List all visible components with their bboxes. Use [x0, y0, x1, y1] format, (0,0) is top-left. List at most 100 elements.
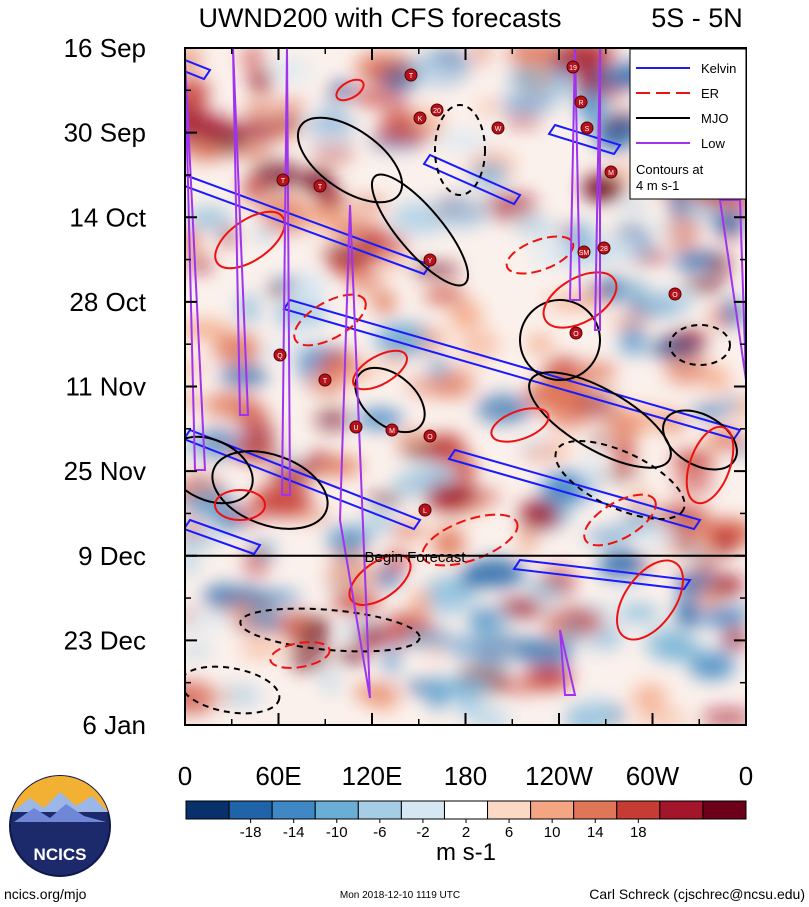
low-frequency-contour: [559, 629, 577, 696]
legend-label-low: Low: [701, 136, 725, 151]
storm-label: U: [353, 425, 358, 432]
y-tick-label: 16 Sep: [64, 33, 146, 63]
anomaly-patch: [267, 284, 288, 297]
low-frequency-contour: [338, 204, 371, 699]
anomaly-patch: [243, 546, 270, 579]
anomaly-patch: [186, 142, 224, 162]
colorbar-tick-label: -18: [240, 824, 262, 841]
kelvin-contour: [447, 448, 702, 531]
anomaly-patch: [519, 523, 536, 556]
anomaly-patch: [427, 433, 467, 464]
colorbar-units: m s-1: [436, 839, 496, 866]
anomaly-patch: [185, 690, 237, 703]
anomaly-patch: [581, 174, 624, 202]
er-contour: [352, 349, 408, 391]
anomaly-patch: [259, 613, 281, 630]
colorbar-swatch: [185, 800, 230, 820]
anomaly-patch: [606, 238, 640, 259]
anomaly-patch: [622, 322, 643, 356]
anomaly-patch: [233, 407, 270, 425]
colorbar-swatch: [357, 800, 402, 820]
anomaly-patch: [240, 424, 276, 443]
anomaly-patch: [673, 249, 718, 272]
kelvin-contour: [512, 558, 692, 591]
anomaly-patch: [424, 286, 466, 305]
storm-label: R: [578, 100, 583, 107]
anomaly-patch: [641, 521, 680, 551]
footer-url[interactable]: ncics.org/mjo: [4, 886, 87, 902]
storm-marker: R: [574, 95, 588, 109]
colorbar-tick-label: -2: [416, 824, 429, 841]
storm-label: M: [389, 428, 395, 435]
anomaly-patch: [241, 178, 267, 201]
anomaly-patch: [304, 451, 332, 468]
anomaly-patch: [703, 365, 731, 393]
er-contour: [214, 210, 286, 270]
anomaly-patch: [294, 312, 313, 338]
storm-label: 20: [433, 108, 441, 115]
anomaly-patch: [185, 48, 202, 74]
storm-marker: 28: [597, 241, 611, 255]
er-contour: [685, 425, 735, 505]
anomaly-patch: [682, 277, 724, 293]
anomaly-patch: [459, 328, 500, 361]
anomaly-patch: [640, 224, 693, 236]
anomaly-patch: [248, 69, 273, 93]
storm-marker: M: [385, 423, 399, 437]
anomaly-patch: [498, 598, 547, 618]
colorbar-swatch: [228, 800, 273, 820]
storm-marker: O: [569, 326, 583, 340]
colorbar-swatch: [400, 800, 445, 820]
anomaly-patch: [274, 99, 306, 111]
anomaly-patch: [185, 550, 199, 576]
anomaly-patch: [406, 375, 466, 397]
anomaly-patch: [618, 200, 650, 214]
colorbar-tick-label: 18: [630, 824, 647, 841]
anomaly-patch: [677, 575, 706, 596]
anomaly-patch: [384, 351, 403, 368]
anomaly-patch: [472, 633, 532, 661]
anomaly-patch: [349, 195, 389, 214]
low-frequency-contour: [568, 48, 582, 301]
anomaly-patch: [689, 653, 735, 680]
anomaly-patch: [498, 96, 556, 111]
anomaly-patch: [564, 618, 581, 646]
anomaly-patch: [673, 472, 715, 494]
er-contour: [542, 271, 618, 329]
anomaly-patch: [478, 100, 498, 114]
anomaly-patch: [287, 644, 329, 673]
storm-label: M: [608, 170, 614, 177]
y-tick-label: 11 Nov: [66, 372, 146, 402]
storm-label: L: [423, 508, 427, 515]
anomaly-patch: [598, 551, 647, 580]
storm-marker: S: [580, 121, 594, 135]
anomaly-patch: [675, 537, 695, 551]
anomaly-patch: [374, 128, 435, 142]
anomaly-patch: [646, 339, 701, 359]
anomaly-patch: [503, 113, 543, 127]
logo-text: NCICS: [34, 845, 87, 864]
storm-label: W: [495, 126, 502, 133]
colorbar-swatch: [487, 800, 532, 820]
anomaly-patch: [315, 188, 345, 213]
anomaly-patch: [515, 217, 557, 237]
legend-label-er: ER: [701, 86, 719, 101]
colorbar-swatch: [271, 800, 316, 820]
anomaly-patch: [296, 207, 348, 229]
er-contour-negative: [421, 513, 519, 567]
x-tick-label: 180: [444, 761, 487, 791]
low-frequency-contour: [593, 48, 601, 331]
er-contour: [490, 407, 550, 443]
anomaly-patch: [185, 78, 210, 107]
anomaly-patch: [332, 591, 381, 614]
anomaly-patch: [707, 251, 731, 278]
anomaly-patch: [352, 684, 399, 701]
y-tick-label: 25 Nov: [64, 456, 146, 486]
er-contour-negative: [583, 493, 657, 547]
anomaly-patch: [373, 291, 396, 315]
anomaly-patch: [580, 459, 602, 490]
colorbar-swatch: [702, 800, 747, 820]
storm-marker: K: [413, 111, 427, 125]
anomaly-patch: [237, 293, 260, 326]
anomaly-patch: [239, 638, 283, 659]
